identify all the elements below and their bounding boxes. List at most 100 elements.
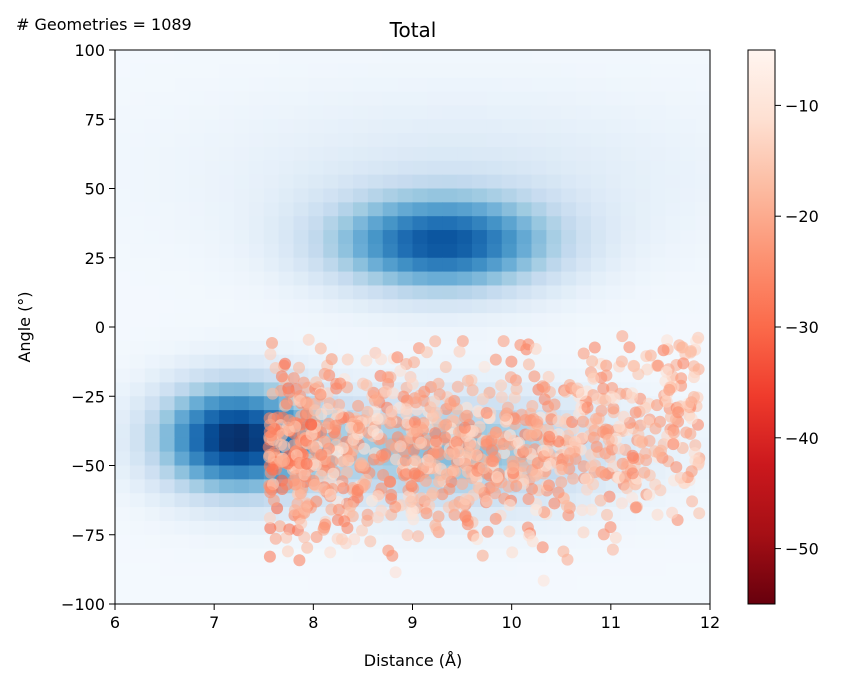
heatmap-cell [576, 576, 592, 591]
scatter-point [337, 482, 350, 495]
x-tick-label: 10 [501, 613, 521, 632]
scatter-point [581, 401, 594, 414]
heatmap-cell [486, 77, 503, 93]
heatmap-cell [472, 327, 488, 342]
scatter-point [503, 525, 516, 538]
heatmap-cell [204, 520, 220, 536]
heatmap-cell [442, 313, 458, 328]
scatter-point [360, 379, 373, 392]
heatmap-cell [234, 160, 250, 176]
heatmap-cell [561, 299, 577, 314]
heatmap-cell [129, 410, 146, 425]
scatter-point [528, 370, 541, 383]
heatmap-cell [367, 313, 384, 328]
heatmap-cell [278, 105, 295, 120]
scatter-point [510, 480, 523, 492]
heatmap-cell [129, 423, 146, 439]
heatmap-cell [620, 257, 637, 273]
heatmap-cell [159, 340, 176, 356]
heatmap-cell [308, 188, 324, 203]
scatter-point [668, 426, 680, 439]
heatmap-cell [695, 520, 711, 536]
heatmap-cell [591, 119, 607, 134]
scatter-point [351, 485, 364, 498]
heatmap-cell [635, 77, 652, 93]
heatmap-cell [159, 507, 176, 522]
heatmap-cell [457, 271, 473, 287]
heatmap-cell [382, 133, 399, 148]
heatmap-cell [129, 327, 146, 342]
heatmap-cell [353, 243, 369, 259]
heatmap-cell [174, 548, 190, 564]
heatmap-cell [367, 174, 384, 190]
heatmap-cell [561, 174, 577, 190]
heatmap-cell [278, 590, 295, 605]
heatmap-cell [115, 160, 131, 176]
heatmap-cell [323, 285, 339, 300]
scatter-point [347, 433, 360, 446]
heatmap-cell [546, 327, 562, 342]
heatmap-cell [516, 243, 533, 259]
heatmap-cell [293, 576, 309, 591]
heatmap-cell [695, 548, 711, 564]
heatmap-cell [546, 243, 562, 259]
heatmap-cell [204, 368, 220, 383]
heatmap-cell [159, 188, 176, 203]
heatmap-cell [204, 119, 220, 134]
heatmap-cell [427, 77, 443, 93]
scatter-point [287, 372, 300, 385]
heatmap-cell [234, 63, 250, 79]
heatmap-cell [219, 451, 235, 467]
heatmap-cell [353, 160, 369, 176]
heatmap-cell [457, 299, 473, 314]
heatmap-cell [650, 230, 666, 245]
heatmap-cell [367, 285, 384, 300]
heatmap-cell [234, 520, 250, 536]
scatter-point [481, 525, 494, 538]
heatmap-cell [576, 188, 592, 203]
heatmap-cell [204, 160, 220, 176]
heatmap-cell [248, 230, 265, 245]
heatmap-cell [397, 50, 414, 65]
heatmap-cell [248, 410, 265, 425]
heatmap-cell [234, 590, 250, 605]
heatmap-cell [174, 368, 190, 383]
heatmap-cell [353, 63, 369, 79]
heatmap-cell [501, 133, 518, 148]
heatmap-cell [367, 590, 384, 605]
scatter-point [537, 574, 550, 587]
heatmap-cell [219, 354, 235, 370]
heatmap-cell [219, 188, 235, 203]
heatmap-cell [189, 493, 205, 508]
heatmap-cell [486, 188, 503, 203]
heatmap-cell [159, 63, 176, 79]
heatmap-cell [516, 77, 533, 93]
heatmap-cell [576, 493, 592, 508]
heatmap-cell [323, 327, 339, 342]
heatmap-cell [680, 91, 696, 106]
scatter-point [672, 406, 685, 419]
heatmap-cell [442, 188, 458, 203]
scatter-point [342, 454, 355, 467]
heatmap-cell [427, 160, 443, 176]
heatmap-cell [501, 534, 518, 550]
heatmap-cell [159, 354, 176, 370]
heatmap-cell [338, 327, 354, 342]
heatmap-cell [457, 133, 473, 148]
heatmap-cell [427, 313, 443, 328]
scatter-point [522, 493, 535, 505]
heatmap-cell [115, 119, 131, 134]
heatmap-cell [174, 63, 190, 79]
heatmap-cell [561, 105, 577, 120]
heatmap-cell [144, 133, 161, 148]
heatmap-cell [144, 230, 161, 245]
heatmap-cell [472, 119, 488, 134]
heatmap-cell [189, 91, 205, 106]
heatmap-cell [174, 410, 190, 425]
heatmap-cell [576, 548, 592, 564]
heatmap-cell [248, 257, 265, 273]
scatter-point [506, 546, 519, 559]
heatmap-cell [278, 243, 295, 259]
heatmap-cell [115, 520, 131, 536]
heatmap-cell [382, 77, 399, 93]
